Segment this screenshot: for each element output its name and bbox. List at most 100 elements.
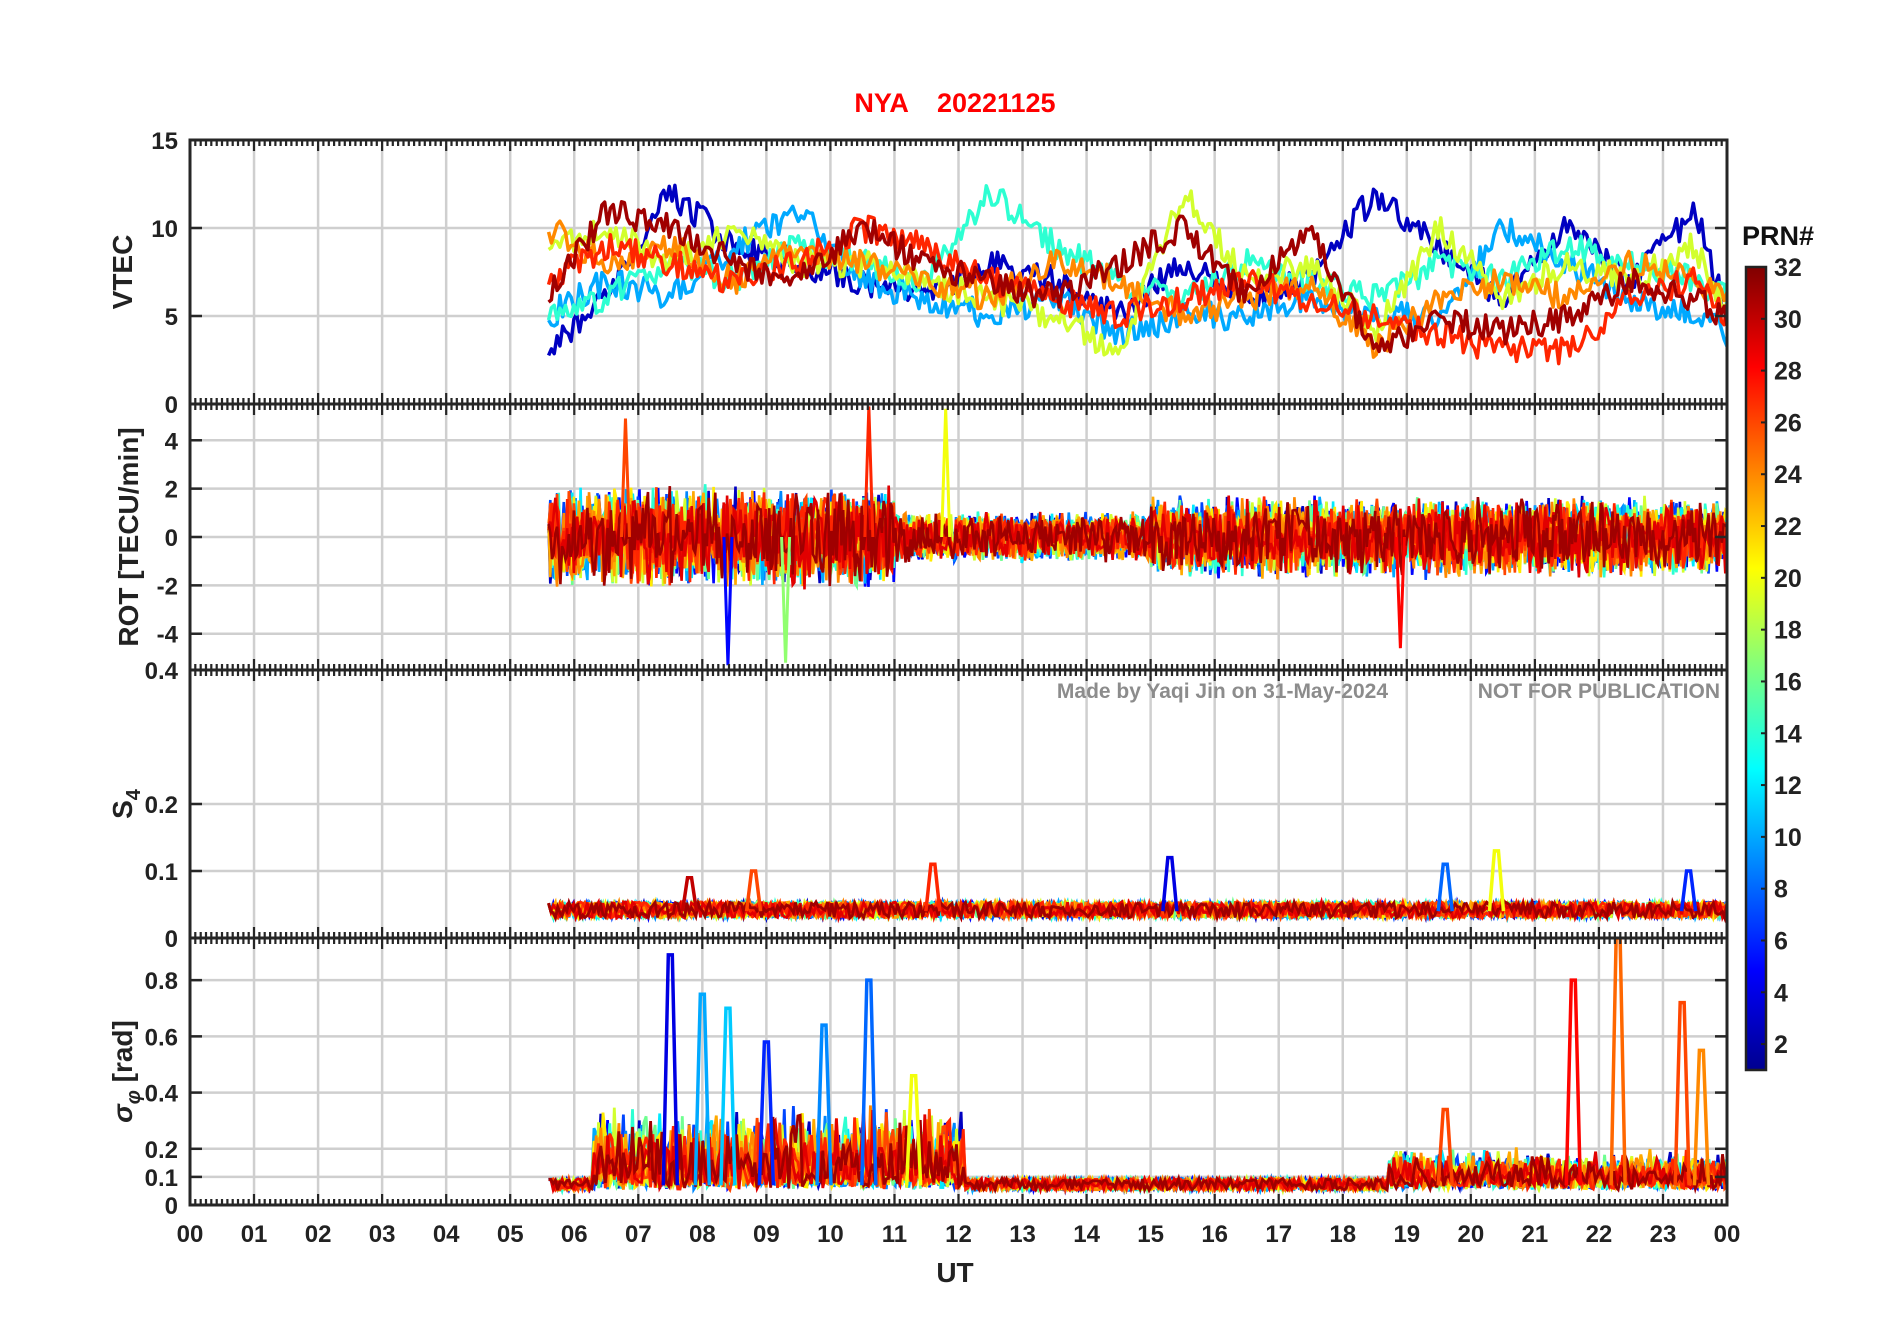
traces-sigma_phi [548,938,1727,1196]
x-tick-label: 11 [882,1221,907,1248]
panel-vtec: 0 5 10 15 VTEC [107,128,1729,419]
x-tick-label: 12 [945,1221,972,1248]
x-tick-label: 22 [1586,1221,1613,1248]
colorbar-tick-label: 8 [1774,876,1788,904]
colorbar-title: PRN# [1742,221,1814,251]
y-tick-label: 15 [151,128,178,155]
y-tick-label: 0.1 [145,1165,178,1192]
traces-vtec [546,183,1727,366]
sigma_phi-peak [1673,1000,1691,1186]
colorbar [1744,265,1768,1072]
colorbar-tick-label: 28 [1774,358,1802,386]
y-tick-label: 0 [165,392,178,419]
y-axis-label-s4: S4 [107,788,145,819]
x-tick-label: 14 [1073,1221,1100,1248]
x-tick-label: 04 [433,1221,460,1248]
x-tick-label: 15 [1137,1221,1164,1248]
x-tick-label: 17 [1265,1221,1292,1248]
y-axis-label-vtec: VTEC [107,235,138,310]
x-tick-label: 02 [305,1221,332,1248]
colorbar-tick-label: 14 [1774,720,1802,748]
x-tick-label: 23 [1650,1221,1677,1248]
sigma_phi-peak [815,1023,833,1186]
y-tick-label: -4 [157,622,179,649]
sigma_phi-peak [860,978,878,1186]
x-tick-label: 19 [1393,1221,1420,1248]
vtec-series-prn-24 [546,219,1727,359]
colorbar-tick-label: 30 [1774,306,1802,334]
y-tick-label: 5 [165,304,178,331]
traces-s4 [547,849,1727,924]
vtec-series-prn-31 [547,200,1727,354]
colorbar-tick-label: 4 [1774,979,1788,1007]
rot-spike [940,408,952,538]
x-tick-label: 16 [1201,1221,1228,1248]
s4-peak [1487,849,1506,912]
x-tick-label: 10 [817,1221,844,1248]
x-tick-label: 00 [1714,1221,1741,1248]
y-axis-label-sigma_phi: σφ [rad] [107,1020,145,1123]
rot-spike [619,418,631,538]
s4-peak [1161,855,1179,912]
x-tick-label: 21 [1522,1221,1549,1248]
panel-rot: -4 -2 0 2 4 ROT [TECU/min] [113,402,1729,672]
colorbar-tick-label: 18 [1774,617,1802,645]
x-minor-ticks [188,938,1729,1205]
x-tick-label: 01 [241,1221,268,1248]
y-tick-label: 0.1 [145,859,178,886]
sigma_phi-peak [1436,1107,1454,1186]
colorbar-tick-label: 12 [1774,772,1802,800]
colorbar-tick-label: 26 [1774,409,1802,437]
y-tick-label: 0 [165,1193,178,1220]
y-tick-label: 0.4 [145,658,179,685]
panel-sigma_phi: 00.10.2 0.4 0.6 0.8σφ [rad] 00 01 02 03 04 05 06 07… [107,936,1741,1248]
s4-peak [1436,862,1454,912]
rot-spike [780,536,792,663]
title-date: 20221125 [937,88,1056,118]
colorbar-tick-label: 32 [1774,254,1802,282]
x-tick-label: 03 [369,1221,396,1248]
x-minor-ticks [188,670,1729,938]
y-tick-label: 0.8 [145,968,178,995]
sigma_phi-peak [757,1040,776,1186]
x-tick-label: 05 [497,1221,524,1248]
sigma_phi-peak [693,992,712,1186]
colorbar-tick-label: 20 [1774,565,1802,593]
y-tick-label: -2 [157,573,178,600]
y-tick-label: 10 [151,216,178,243]
colorbar-tick-label: 10 [1774,824,1802,852]
colorbar-tick-label: 22 [1774,513,1802,541]
y-tick-label: 0.6 [145,1024,178,1051]
title-station: NYA [854,88,909,118]
x-tick-label: 00 [177,1221,204,1248]
rot-spike [1394,536,1406,649]
rot-series-prn-31 [547,486,1727,587]
s4-peak [744,869,763,912]
sigma_phi-peak [661,953,680,1186]
watermark-author: Made by Yaqi Jin on 31-May-2024 [1057,680,1388,703]
x-tick-label: 08 [689,1221,716,1248]
y-tick-label: 0 [165,525,178,552]
sigma_phi-peak [719,1006,737,1186]
watermark-notice: NOT FOR PUBLICATION [1478,680,1720,703]
x-axis-label: UT [936,1257,973,1288]
y-tick-label: 0.2 [145,792,178,819]
y-tick-label: 0 [165,926,178,953]
x-tick-label: 18 [1329,1221,1356,1248]
sigma_phi-series-prn-31 [548,1113,1727,1195]
y-tick-label: 0.2 [145,1137,178,1164]
traces-rot [547,406,1727,666]
panel-s4: 0 0.1 0.2 0.4 S4 [107,658,1729,953]
s4-series-prn-31 [547,896,1727,924]
vtec-series-prn-10 [547,204,1727,347]
y-tick-label: 4 [165,428,179,455]
y-tick-label: 0.4 [145,1081,179,1108]
sigma_phi-peak [1692,1048,1711,1186]
s4-peak [680,875,699,912]
sigma_phi-peak [1609,938,1627,1186]
colorbar-tick-label: 24 [1774,461,1802,489]
x-minor-ticks [188,140,1729,404]
colorbar-tick-label: 6 [1774,927,1788,955]
